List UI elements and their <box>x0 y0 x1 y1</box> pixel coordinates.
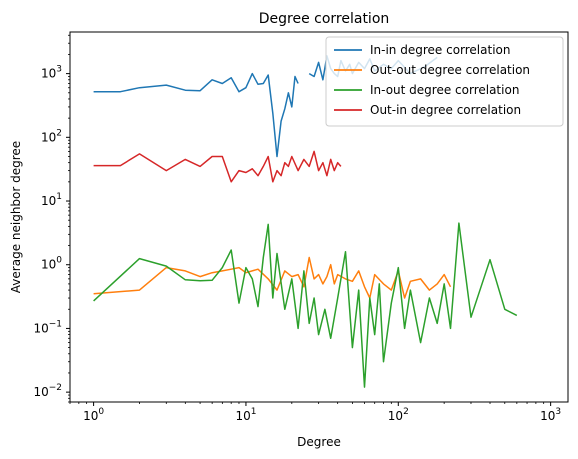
chart-title: Degree correlation <box>259 11 390 27</box>
y-axis-label: Average neighbor degree <box>9 141 23 293</box>
legend: In-in degree correlation Out-out degree c… <box>326 37 563 126</box>
x-axis-label: Degree <box>297 435 341 449</box>
x-tick-label: 101 <box>235 407 256 423</box>
series-line-in-out-degree-correlation <box>94 223 517 387</box>
y-tick-label: 10−2 <box>33 383 62 399</box>
legend-label: In-in degree correlation <box>370 43 510 57</box>
legend-label: Out-out degree correlation <box>370 63 530 77</box>
legend-label: Out-in degree correlation <box>370 103 521 117</box>
legend-label: In-out degree correlation <box>370 83 519 97</box>
y-tick-label: 100 <box>41 256 62 272</box>
x-tick-label: 103 <box>540 407 561 423</box>
y-tick-label: 10−1 <box>33 319 62 335</box>
x-tick-label: 100 <box>83 407 104 423</box>
x-tick-label: 102 <box>388 407 409 423</box>
series-line-out-in-degree-correlation <box>94 151 341 181</box>
y-tick-label: 103 <box>41 65 62 81</box>
y-tick-label: 102 <box>41 128 62 144</box>
y-tick-label: 101 <box>41 192 62 208</box>
